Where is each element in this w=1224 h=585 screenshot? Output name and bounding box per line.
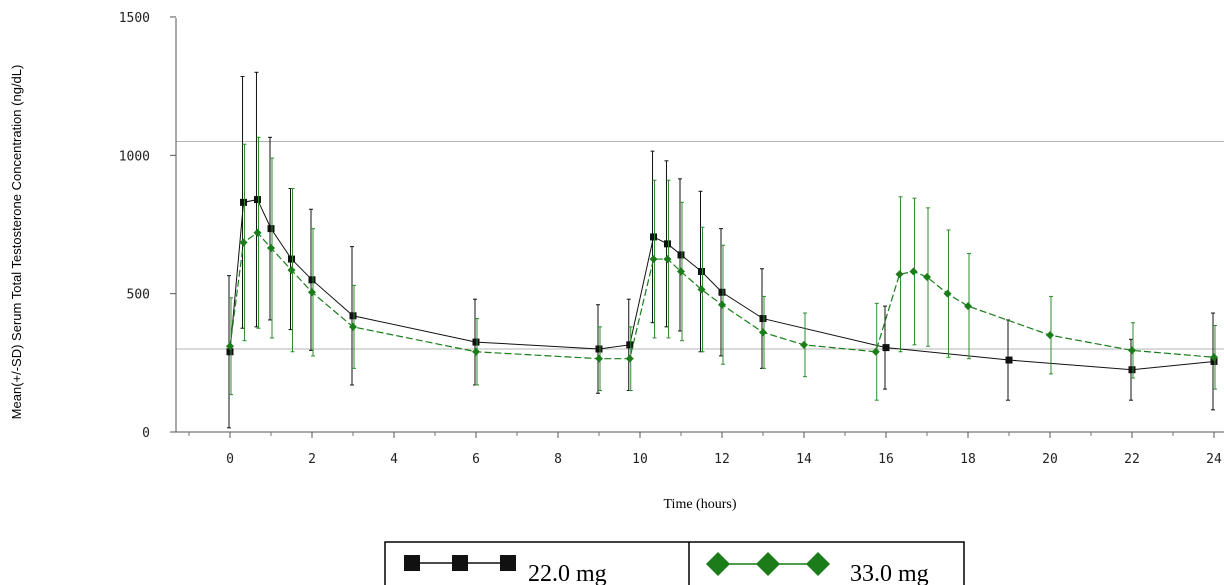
x-tick-label: 4: [390, 452, 398, 467]
data-point: [472, 347, 480, 356]
axes: [175, 18, 1224, 433]
data-point: [698, 268, 705, 276]
x-tick-label: 2: [308, 452, 316, 467]
data-point: [943, 289, 952, 298]
data-point: [964, 302, 972, 311]
x-tick-label: 18: [960, 452, 976, 467]
y-tick-label: 0: [142, 426, 150, 441]
data-point: [349, 312, 357, 320]
y-tick-label: 1500: [119, 11, 150, 26]
x-tick-label: 8: [554, 452, 562, 467]
series-22-0-mg: [226, 71, 1218, 429]
data-point: [677, 267, 685, 276]
data-point: [871, 347, 880, 356]
y-ticks: 0 500 1000 1500: [119, 11, 176, 441]
data-point: [1128, 346, 1136, 355]
y-axis-label: Mean(+/-SD) Serum Total Testosterone Con…: [9, 65, 24, 420]
data-point: [625, 354, 634, 363]
data-point: [800, 340, 808, 349]
data-point: [253, 228, 262, 237]
data-point: [308, 288, 316, 297]
series-line: [229, 231, 1215, 360]
x-tick-label: 6: [472, 452, 480, 467]
legend-label-33mg: 33.0 mg: [850, 561, 929, 585]
data-point: [1210, 353, 1218, 362]
data-point: [626, 341, 634, 349]
data-point: [287, 266, 296, 275]
data-point: [239, 238, 248, 247]
data-point: [677, 251, 685, 259]
x-tick-label: 0: [226, 452, 234, 467]
data-point: [240, 198, 248, 206]
data-point: [663, 255, 672, 264]
x-axis-label: Time (hours): [664, 497, 737, 512]
data-point: [895, 270, 904, 279]
data-point: [472, 338, 480, 346]
legend-item-22mg: 22.0 mg: [404, 555, 607, 585]
data-point: [253, 196, 261, 204]
data-point: [718, 300, 726, 309]
data-point: [909, 267, 918, 276]
x-tick-label: 12: [714, 452, 730, 467]
data-point: [595, 345, 603, 353]
x-ticks: 0 2 4 6 8 10 12 14 16 18 20 22 24: [188, 432, 1222, 467]
data-point: [1046, 331, 1054, 340]
data-point: [308, 276, 316, 284]
legend-label-22mg: 22.0 mg: [528, 561, 607, 585]
data-point: [1005, 356, 1013, 364]
data-point: [663, 240, 671, 248]
data-point: [1128, 366, 1136, 374]
legend-square-marker: [452, 555, 468, 571]
x-tick-label: 20: [1042, 452, 1058, 467]
data-point: [759, 315, 767, 323]
data-point: [349, 322, 357, 331]
legend-square-marker: [500, 555, 516, 571]
data-point: [718, 288, 726, 296]
legend-diamond-marker: [756, 552, 780, 576]
data-point: [595, 354, 603, 363]
data-point: [226, 342, 234, 351]
data-point: [759, 328, 767, 337]
data-point: [649, 255, 658, 264]
legend-diamond-marker: [706, 552, 730, 576]
y-tick-label: 500: [127, 288, 150, 303]
legend-square-marker: [404, 555, 420, 571]
data-point: [650, 233, 658, 241]
x-tick-label: 16: [878, 452, 894, 467]
x-tick-label: 14: [796, 452, 812, 467]
data-point: [267, 225, 275, 233]
data-point: [226, 348, 234, 356]
data-point: [923, 273, 931, 282]
legend: 22.0 mg 33.0 mg: [384, 541, 965, 585]
data-point: [267, 243, 275, 252]
x-tick-label: 22: [1124, 452, 1140, 467]
series-33-0-mg: [226, 136, 1218, 401]
data-point: [697, 285, 706, 294]
series-layer: [226, 71, 1218, 429]
data-point: [1210, 357, 1218, 365]
legend-item-33mg: 33.0 mg: [706, 552, 929, 585]
y-tick-label: 1000: [119, 149, 150, 164]
data-point: [288, 255, 295, 263]
x-tick-label: 10: [632, 452, 648, 467]
legend-diamond-marker: [806, 552, 830, 576]
x-tick-label: 24: [1206, 452, 1222, 467]
series-line: [229, 199, 1215, 371]
data-point: [882, 344, 890, 352]
